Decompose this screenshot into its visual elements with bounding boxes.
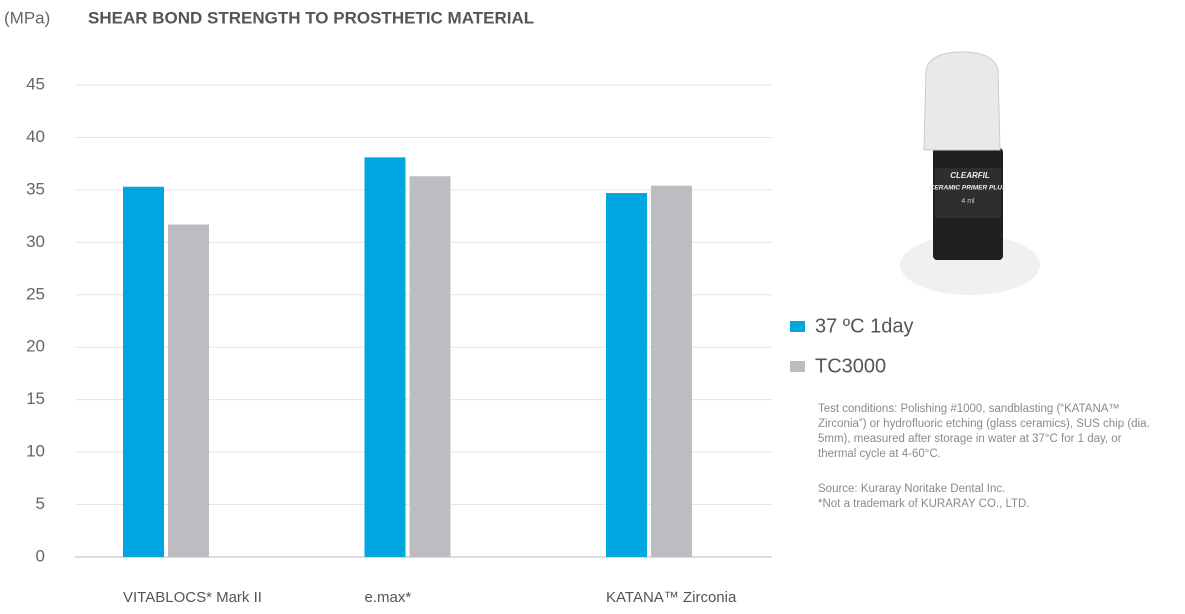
bar (409, 176, 451, 557)
y-tick-label: 5 (36, 494, 45, 513)
bar (651, 185, 692, 557)
legend-swatch (790, 321, 805, 332)
product-text: CERAMIC PRIMER PLUS (930, 185, 1007, 192)
product-text: 4 ml (961, 198, 975, 205)
test-conditions: Test conditions: Polishing #1000, sandbl… (818, 403, 1150, 460)
y-tick-label: 40 (26, 127, 45, 146)
source: Source: Kuraray Noritake Dental Inc. (818, 483, 1006, 495)
y-tick-label: 15 (26, 389, 45, 408)
x-tick-label: KATANA™ Zirconia (606, 589, 737, 606)
footnote: *Not a trademark of KURARAY CO., LTD. (818, 498, 1030, 510)
y-tick-label: 20 (26, 337, 45, 356)
y-axis-label: (MPa) (4, 8, 50, 27)
legend-label: TC3000 (815, 355, 886, 377)
y-tick-label: 45 (26, 74, 45, 93)
y-tick-label: 0 (36, 546, 45, 565)
y-tick-label: 25 (26, 284, 45, 303)
y-tick-label: 35 (26, 179, 45, 198)
product-image (900, 51, 1040, 295)
x-tick-label: VITABLOCS* Mark II (123, 589, 262, 606)
y-tick-label: 10 (26, 442, 45, 461)
bar (606, 193, 647, 557)
bar (364, 157, 406, 557)
bottle-label (935, 168, 1001, 218)
product-text: CLEARFIL (950, 171, 990, 180)
x-tick-label: e.max* (365, 589, 412, 606)
bar (168, 224, 209, 557)
legend-swatch (790, 361, 805, 372)
legend-label: 37 ºC 1day (815, 315, 913, 337)
y-tick-label: 30 (26, 232, 45, 251)
chart-title: SHEAR BOND STRENGTH TO PROSTHETIC MATERI… (88, 8, 534, 27)
bar (123, 186, 164, 557)
cap (923, 51, 1001, 151)
